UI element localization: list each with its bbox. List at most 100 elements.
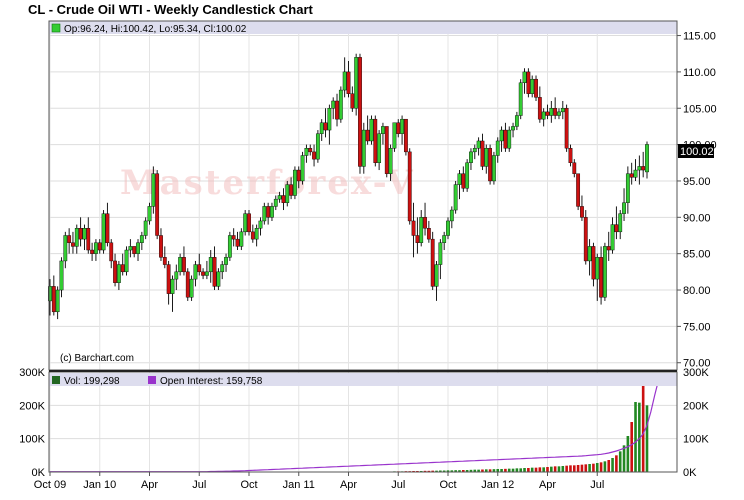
candle-body xyxy=(90,249,94,254)
candle-body xyxy=(595,257,600,280)
volume-bar xyxy=(561,466,565,472)
volume-legend-swatch xyxy=(52,376,60,384)
volume-bars xyxy=(48,380,649,473)
candle-body xyxy=(105,213,110,243)
x-tick-label: Apr xyxy=(340,479,357,491)
candle-body xyxy=(361,129,366,167)
candle-body xyxy=(365,129,370,142)
volume-bar xyxy=(492,469,496,472)
candle-body xyxy=(162,257,167,265)
candle-body xyxy=(113,260,117,283)
candle-body xyxy=(442,235,447,243)
candle-body xyxy=(128,246,133,251)
candle-body xyxy=(476,140,481,149)
candle-body xyxy=(438,242,443,265)
candle-body xyxy=(300,155,305,182)
candle-body xyxy=(327,108,332,131)
volume-bar xyxy=(442,470,446,472)
volume-bar xyxy=(641,380,645,472)
candle-body xyxy=(78,228,83,240)
candle-body xyxy=(151,173,156,207)
candle-body xyxy=(514,115,519,127)
candle-body xyxy=(312,151,316,160)
volume-bar xyxy=(607,460,611,472)
candle-body xyxy=(227,235,232,258)
x-tick-label: Jan 11 xyxy=(283,479,315,491)
candle-body xyxy=(449,209,454,222)
candle-body xyxy=(82,228,87,240)
price-tick-label: 90.00 xyxy=(683,212,711,224)
price-tick-label: 75.00 xyxy=(683,321,711,333)
candle-body xyxy=(576,173,581,207)
candle-body xyxy=(182,257,186,273)
candle-body xyxy=(273,198,278,207)
candle-body xyxy=(553,108,558,116)
candle-body xyxy=(197,264,202,273)
candle-body xyxy=(453,184,458,211)
candle-body xyxy=(315,133,320,160)
price-tick-label: 95.00 xyxy=(683,176,711,188)
candle-body xyxy=(472,148,477,153)
candle-body xyxy=(155,173,160,236)
candle-body xyxy=(404,118,408,153)
volume-bar xyxy=(515,468,519,472)
volume-tick-label-left: 100K xyxy=(19,434,45,446)
volume-bar xyxy=(576,465,580,472)
candle-body xyxy=(392,122,397,149)
last-price-badge xyxy=(678,144,714,158)
candle-body xyxy=(132,246,137,254)
ohlc-label: Op:96.24, Hi:100.42, Lo:95.34, Cl:100.02 xyxy=(64,24,247,35)
candle-body xyxy=(564,108,569,149)
candle-body xyxy=(622,202,626,214)
candle-body xyxy=(101,213,106,251)
volume-bar xyxy=(542,467,545,472)
volume-bar xyxy=(618,451,622,472)
volume-bar xyxy=(546,467,549,472)
volume-bar xyxy=(527,468,530,472)
candle-body xyxy=(495,140,500,156)
candle-body xyxy=(178,257,183,273)
candle-body xyxy=(208,257,213,273)
volume-bar xyxy=(611,458,614,472)
x-tick-label: Apr xyxy=(141,479,158,491)
candle-body xyxy=(610,224,615,251)
candle-body xyxy=(243,213,248,233)
volume-bar xyxy=(504,468,507,472)
volume-tick-label-left: 0K xyxy=(32,467,46,479)
candle-body xyxy=(580,206,584,218)
volume-bar xyxy=(645,405,649,472)
volume-bar xyxy=(599,462,603,472)
candle-body xyxy=(323,122,328,131)
volume-bar xyxy=(603,461,607,472)
candle-body xyxy=(411,220,416,236)
volume-bar xyxy=(550,466,553,472)
candle-body xyxy=(381,126,385,134)
candle-body xyxy=(193,264,198,280)
candle-body xyxy=(212,257,217,287)
volume-bar xyxy=(572,465,576,472)
candle-body xyxy=(603,246,607,298)
volume-bar xyxy=(496,469,500,472)
candle-body xyxy=(591,246,596,280)
price-tick-label: 105.00 xyxy=(683,103,717,115)
candle-body xyxy=(400,118,404,134)
volume-bar xyxy=(584,464,588,472)
volume-bar xyxy=(469,469,473,472)
volume-bar xyxy=(569,465,572,472)
x-tick-label: Apr xyxy=(539,479,556,491)
x-tick-label: Jan 10 xyxy=(83,479,116,491)
price-tick-label: 115.00 xyxy=(683,31,716,43)
candle-body xyxy=(166,264,171,294)
candle-body xyxy=(296,169,301,182)
candle-body xyxy=(201,271,205,276)
candle-body xyxy=(526,71,531,94)
volume-bar xyxy=(519,468,523,472)
candle-body xyxy=(492,155,496,182)
candle-body xyxy=(461,173,466,189)
candle-body xyxy=(484,148,489,167)
volume-tick-label-right: 200K xyxy=(683,400,709,412)
volume-bar xyxy=(507,468,511,472)
candle-body xyxy=(254,228,259,240)
volume-bar xyxy=(446,470,450,472)
candle-body xyxy=(220,264,225,273)
